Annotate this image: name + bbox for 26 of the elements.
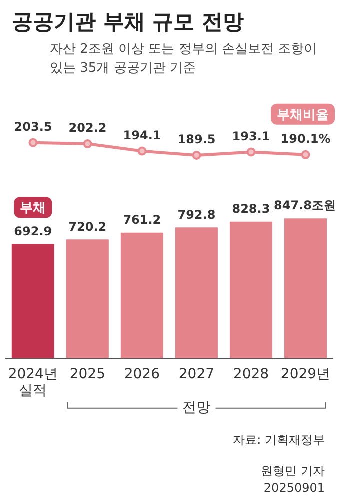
x-tick-label: 2025 (70, 366, 106, 382)
data-label: 190.1% (280, 132, 331, 146)
text: 20250901 (262, 480, 325, 497)
data-label: 720.2 (68, 220, 107, 234)
x-tick-label: 2028 (233, 366, 270, 382)
text: 자료: 기획재정부 (232, 432, 325, 449)
data-label: 792.8 (178, 208, 216, 222)
data-label: 202.2 (68, 121, 107, 136)
chart-title: 공공기관 부채 규모 전망 (11, 9, 245, 36)
data-label: 847.8조원 (274, 198, 336, 213)
chart-subtitle: 자산 2조원 이상 또는 정부의 손실보전 조항이 있는 35개 공공기관 기준 (49, 41, 318, 78)
data-label: 194.1 (123, 128, 162, 142)
x-tick-label: 2026 (124, 366, 160, 382)
x-tick-label: 2029년 (280, 366, 331, 382)
data-label: 692.9 (14, 224, 52, 238)
data-label: 203.5 (14, 120, 52, 134)
text: 부채비율 (277, 108, 329, 123)
data-label: 761.2 (123, 213, 162, 228)
text: 전망 (182, 400, 211, 416)
text: 부채 (20, 201, 46, 216)
x-tick-label: 2024년 실적 (8, 366, 58, 400)
data-label: 189.5 (178, 132, 216, 147)
x-tick-label: 2027 (178, 366, 215, 382)
data-label: 193.1 (232, 129, 270, 144)
text: 원형민 기자 (260, 463, 325, 480)
data-label: 828.3 (232, 202, 270, 216)
